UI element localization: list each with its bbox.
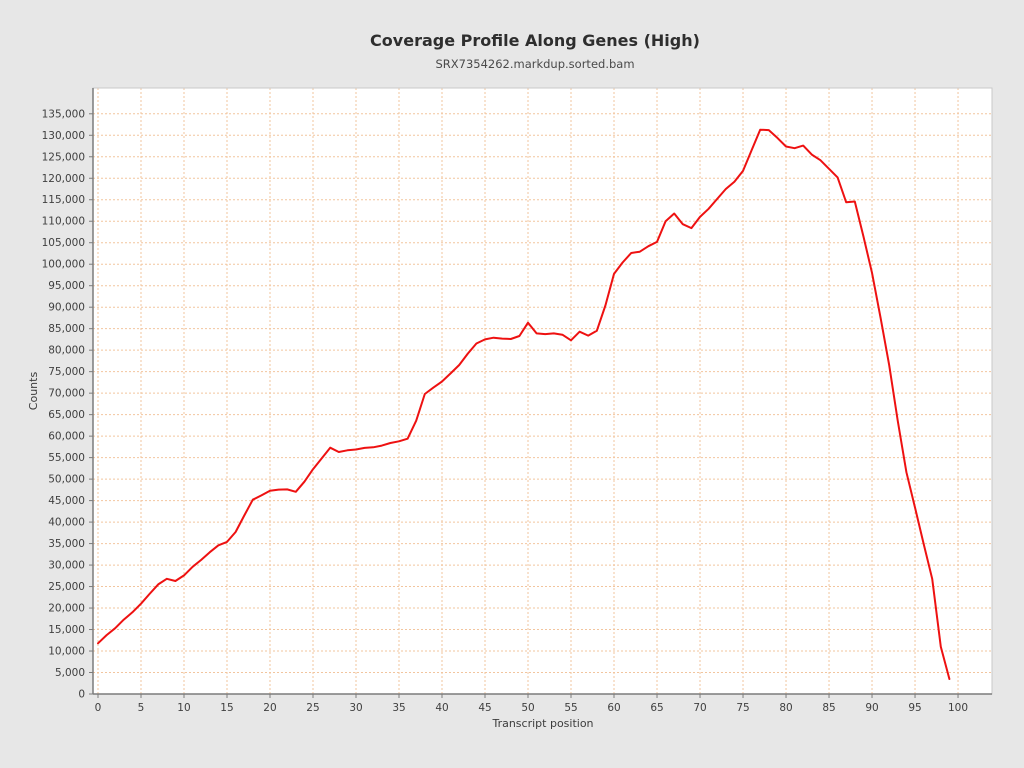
y-tick-label: 120,000 bbox=[42, 173, 85, 185]
x-tick-label: 100 bbox=[948, 702, 968, 714]
y-tick-label: 15,000 bbox=[48, 624, 85, 636]
x-tick-label: 80 bbox=[779, 702, 792, 714]
y-tick-label: 90,000 bbox=[48, 302, 85, 314]
x-tick-label: 40 bbox=[435, 702, 448, 714]
x-tick-label: 30 bbox=[349, 702, 362, 714]
x-tick-label: 5 bbox=[138, 702, 145, 714]
y-tick-label: 25,000 bbox=[48, 581, 85, 593]
x-tick-label: 90 bbox=[865, 702, 878, 714]
y-tick-label: 0 bbox=[78, 689, 85, 701]
y-tick-label: 55,000 bbox=[48, 452, 85, 464]
x-tick-label: 20 bbox=[263, 702, 276, 714]
x-tick-label: 15 bbox=[220, 702, 233, 714]
x-tick-label: 85 bbox=[822, 702, 835, 714]
y-ticks: 0 5,000 10,000 15,000 20,000 25,000 30,000 35,0… bbox=[42, 108, 93, 701]
y-tick-label: 130,000 bbox=[42, 130, 85, 142]
x-ticks: 0 5 10 15 20 25 30 35 40 45 50 55 60 65 70 75 80 85 90 95 10… bbox=[95, 694, 968, 714]
y-tick-label: 80,000 bbox=[48, 345, 85, 357]
plot-area: 0 5,000 10,000 15,000 20,000 25,000 30,000 35,0… bbox=[42, 87, 993, 714]
y-tick-label: 50,000 bbox=[48, 474, 85, 486]
y-tick-label: 10,000 bbox=[48, 646, 85, 658]
x-tick-label: 75 bbox=[736, 702, 749, 714]
x-tick-label: 25 bbox=[306, 702, 319, 714]
vertical-gridlines bbox=[97, 88, 959, 694]
y-tick-label: 20,000 bbox=[48, 603, 85, 615]
y-tick-label: 40,000 bbox=[48, 517, 85, 529]
x-tick-label: 65 bbox=[650, 702, 663, 714]
x-tick-label: 35 bbox=[392, 702, 405, 714]
x-tick-label: 60 bbox=[607, 702, 620, 714]
y-tick-label: 110,000 bbox=[42, 216, 85, 228]
y-tick-label: 30,000 bbox=[48, 560, 85, 572]
y-tick-label: 95,000 bbox=[48, 280, 85, 292]
y-tick-label: 60,000 bbox=[48, 431, 85, 443]
x-tick-label: 45 bbox=[478, 702, 491, 714]
y-tick-label: 65,000 bbox=[48, 409, 85, 421]
y-tick-label: 135,000 bbox=[42, 108, 85, 120]
horizontal-gridlines bbox=[93, 113, 992, 695]
y-tick-label: 70,000 bbox=[48, 388, 85, 400]
y-axis-label: Counts bbox=[27, 372, 40, 411]
y-tick-label: 5,000 bbox=[55, 667, 85, 679]
x-tick-label: 0 bbox=[95, 702, 102, 714]
y-tick-label: 105,000 bbox=[42, 237, 85, 249]
y-tick-label: 100,000 bbox=[42, 259, 85, 271]
y-tick-label: 75,000 bbox=[48, 366, 85, 378]
y-tick-label: 125,000 bbox=[42, 151, 85, 163]
chart-title: Coverage Profile Along Genes (High) bbox=[370, 31, 700, 50]
x-tick-label: 55 bbox=[564, 702, 577, 714]
x-tick-label: 70 bbox=[693, 702, 706, 714]
x-tick-label: 50 bbox=[521, 702, 534, 714]
y-tick-label: 115,000 bbox=[42, 194, 85, 206]
x-tick-label: 10 bbox=[177, 702, 190, 714]
y-tick-label: 85,000 bbox=[48, 323, 85, 335]
x-axis-label: Transcript position bbox=[491, 717, 593, 730]
plot-background bbox=[93, 88, 992, 694]
y-tick-label: 45,000 bbox=[48, 495, 85, 507]
coverage-line bbox=[97, 128, 951, 680]
x-tick-label: 95 bbox=[908, 702, 921, 714]
chart-subtitle: SRX7354262.markdup.sorted.bam bbox=[435, 57, 634, 71]
y-tick-label: 35,000 bbox=[48, 538, 85, 550]
